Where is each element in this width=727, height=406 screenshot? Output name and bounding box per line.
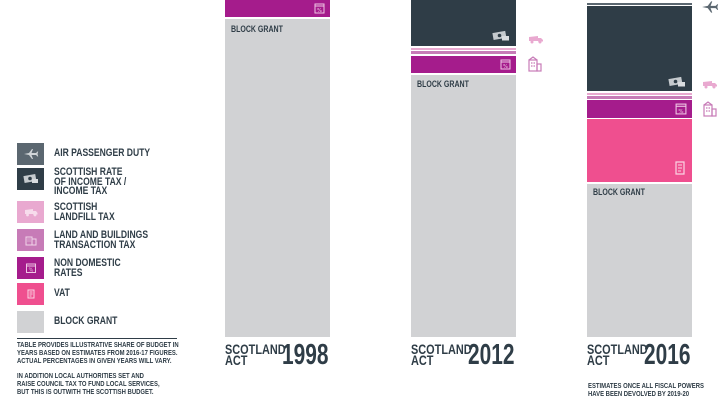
note-illustrative-share: TABLE PROVIDES ILLUSTRATIVE SHARE OF BUD…	[17, 340, 179, 365]
receipt-icon	[27, 289, 34, 299]
buildings-icon	[527, 56, 543, 72]
plane-icon	[23, 149, 38, 159]
legend-label-vat: VAT	[54, 287, 70, 299]
column-title-words: SCOTLAND ACT	[225, 341, 286, 368]
legend-item-income-tax: SCOTTISH RATE OF INCOME TAX / INCOME TAX	[17, 167, 187, 196]
segment-2012-landfill-tax	[411, 48, 516, 50]
legend-label-landfill-tax: SCOTTISH LANDFILL TAX	[54, 201, 115, 223]
legend-label-air-passenger-duty: AIR PASSENGER DUTY	[54, 147, 151, 159]
segment-2012-income-tax	[411, 0, 516, 46]
legend-item-non-domestic-rates: % NON DOMESTIC RATES	[17, 257, 187, 279]
legend-divider	[17, 338, 177, 339]
segment-1998-block-grant: BLOCK GRANT	[225, 19, 330, 337]
truck-icon	[701, 78, 719, 90]
bar-2012: % BLOCK GRANT	[411, 0, 516, 337]
segment-2012-non-domestic-rates: %	[411, 56, 516, 73]
bar-1998: % BLOCK GRANT	[225, 0, 330, 337]
svg-text:%: %	[28, 268, 33, 274]
svg-text:%: %	[678, 109, 683, 115]
buildings-icon	[702, 101, 718, 117]
segment-2016-air-passenger-duty	[587, 3, 692, 5]
legend-label-block-grant: BLOCK GRANT	[54, 315, 118, 327]
svg-text:%: %	[503, 64, 508, 70]
percent-shop-icon: %	[675, 103, 687, 115]
segment-label-block-grant: BLOCK GRANT	[417, 79, 469, 89]
segment-2012-block-grant: BLOCK GRANT	[411, 75, 516, 337]
percent-shop-icon: %	[25, 263, 36, 274]
column-year: 1998	[282, 339, 329, 371]
legend-swatch-vat	[17, 283, 44, 305]
plane-icon	[701, 0, 719, 14]
legend-label-income-tax: SCOTTISH RATE OF INCOME TAX / INCOME TAX	[54, 166, 127, 197]
segment-2016-block-grant: BLOCK GRANT	[587, 184, 692, 337]
estimate-note: ESTIMATES ONCE ALL FISCAL POWERS HAVE BE…	[588, 381, 704, 398]
legend-item-vat: VAT	[17, 283, 187, 305]
column-year: 2012	[468, 339, 515, 371]
buildings-icon	[25, 236, 36, 246]
segment-2012-lbtt	[411, 51, 516, 54]
money-icon	[668, 76, 686, 88]
segment-label-block-grant: BLOCK GRANT	[593, 187, 645, 197]
segment-2016-vat	[587, 119, 692, 182]
percent-shop-icon: %	[314, 3, 325, 14]
note-council-tax: IN ADDITION LOCAL AUTHORITIES SET AND RA…	[17, 371, 160, 396]
segment-label-block-grant: BLOCK GRANT	[231, 24, 283, 34]
segment-2016-non-domestic-rates: %	[587, 100, 692, 118]
money-icon	[492, 30, 510, 42]
bar-2016: % BLOCK GRANT	[587, 0, 692, 337]
truck-icon	[24, 209, 37, 217]
segment-2016-landfill-tax	[587, 93, 692, 95]
legend-swatch-non-domestic-rates: %	[17, 257, 44, 279]
legend-item-air-passenger-duty: AIR PASSENGER DUTY	[17, 143, 187, 165]
column-year: 2016	[644, 339, 691, 371]
legend-label-non-domestic-rates: NON DOMESTIC RATES	[54, 257, 121, 279]
legend-swatch-block-grant	[17, 311, 44, 333]
legend-item-landfill-tax: SCOTTISH LANDFILL TAX	[17, 201, 187, 223]
svg-text:%: %	[317, 8, 322, 14]
segment-2016-lbtt	[587, 96, 692, 99]
legend-item-lbtt: LAND AND BUILDINGS TRANSACTION TAX	[17, 229, 187, 251]
segment-2016-income-tax	[587, 6, 692, 91]
segment-1998-non-domestic-rates: %	[225, 0, 330, 17]
column-title-words: SCOTLAND ACT	[587, 341, 648, 368]
truck-icon	[527, 33, 545, 45]
legend-item-block-grant: BLOCK GRANT	[17, 311, 187, 333]
legend-swatch-air-passenger-duty	[17, 143, 44, 165]
receipt-icon	[674, 161, 686, 175]
legend-swatch-income-tax	[17, 168, 44, 190]
percent-shop-icon: %	[500, 59, 511, 70]
column-title-words: SCOTLAND ACT	[411, 341, 472, 368]
money-icon	[22, 174, 38, 183]
legend-label-lbtt: LAND AND BUILDINGS TRANSACTION TAX	[54, 229, 149, 251]
legend-swatch-landfill-tax	[17, 201, 44, 223]
legend-swatch-lbtt	[17, 229, 44, 251]
